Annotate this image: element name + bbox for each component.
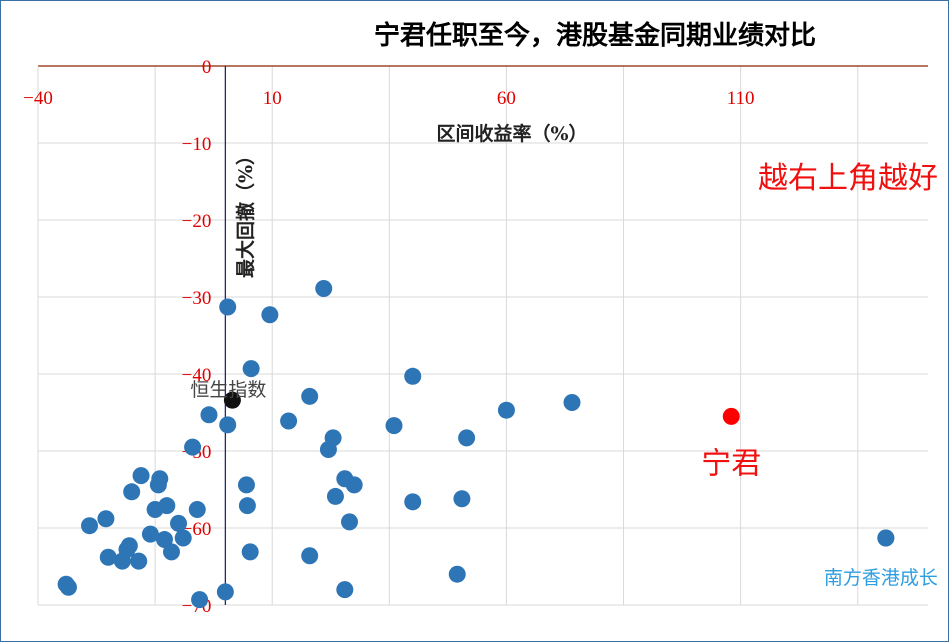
data-point — [141, 525, 159, 543]
data-point — [188, 501, 206, 519]
chart-title: 宁君任职至今，港股基金同期业绩对比 — [374, 20, 816, 51]
data-point — [404, 493, 422, 511]
data-point — [497, 401, 515, 419]
data-point — [130, 552, 148, 570]
x-tick-label: 110 — [727, 88, 755, 109]
data-point — [563, 393, 581, 411]
data-point — [97, 510, 115, 528]
x-tick-label: 60 — [497, 88, 516, 109]
data-point — [301, 547, 319, 565]
y-tick-label: −40 — [182, 365, 212, 386]
point-label: 南方香港成长 — [824, 567, 938, 589]
data-point — [458, 429, 476, 447]
y-tick-label: −20 — [182, 211, 212, 232]
data-point — [345, 476, 363, 494]
data-point — [301, 387, 319, 405]
data-point — [241, 543, 259, 561]
data-point — [237, 476, 255, 494]
y-tick-label: −10 — [182, 134, 212, 155]
highlight-point — [722, 407, 740, 425]
data-point — [118, 541, 136, 559]
x-tick-labels: −40 10 60 110 — [23, 88, 754, 109]
data-point — [385, 417, 403, 435]
data-point — [170, 514, 188, 532]
data-point — [448, 565, 466, 583]
data-point — [132, 467, 150, 485]
y-tick-label: −30 — [182, 288, 212, 309]
data-point — [280, 412, 298, 430]
data-point — [404, 367, 422, 385]
point-label: 恒生指数 — [190, 379, 266, 401]
data-point — [99, 548, 117, 566]
data-point — [59, 578, 77, 596]
data-point — [155, 531, 173, 549]
data-point — [149, 476, 167, 494]
data-point — [174, 529, 192, 547]
data-point — [326, 487, 344, 505]
data-point — [191, 591, 209, 609]
data-point — [453, 490, 471, 508]
data-point — [184, 438, 202, 456]
annotation-note: 越右上角越好 — [758, 161, 938, 196]
axes — [37, 65, 928, 605]
data-point — [219, 298, 237, 316]
data-point — [216, 583, 234, 601]
x-axis-label: 区间收益率（%） — [436, 122, 587, 145]
data-point — [123, 483, 141, 501]
x-tick-label: 10 — [263, 88, 282, 109]
index-point — [223, 391, 241, 409]
data-point — [261, 306, 279, 324]
data-point — [219, 416, 237, 434]
data-point — [200, 406, 218, 424]
y-axis-label: 最大回撤（%） — [234, 146, 257, 278]
data-point — [315, 280, 333, 298]
data-point — [158, 497, 176, 515]
y-tick-label: 0 — [202, 57, 212, 78]
data-point — [81, 517, 99, 535]
data-point — [877, 529, 895, 547]
data-points — [57, 280, 895, 609]
x-tick-label: −40 — [23, 88, 53, 109]
data-point — [163, 543, 180, 561]
data-point — [336, 581, 354, 599]
data-point — [238, 497, 256, 515]
data-point — [324, 429, 342, 447]
data-point — [242, 360, 260, 378]
point-label: 宁君 — [701, 446, 761, 481]
data-point — [341, 513, 358, 531]
